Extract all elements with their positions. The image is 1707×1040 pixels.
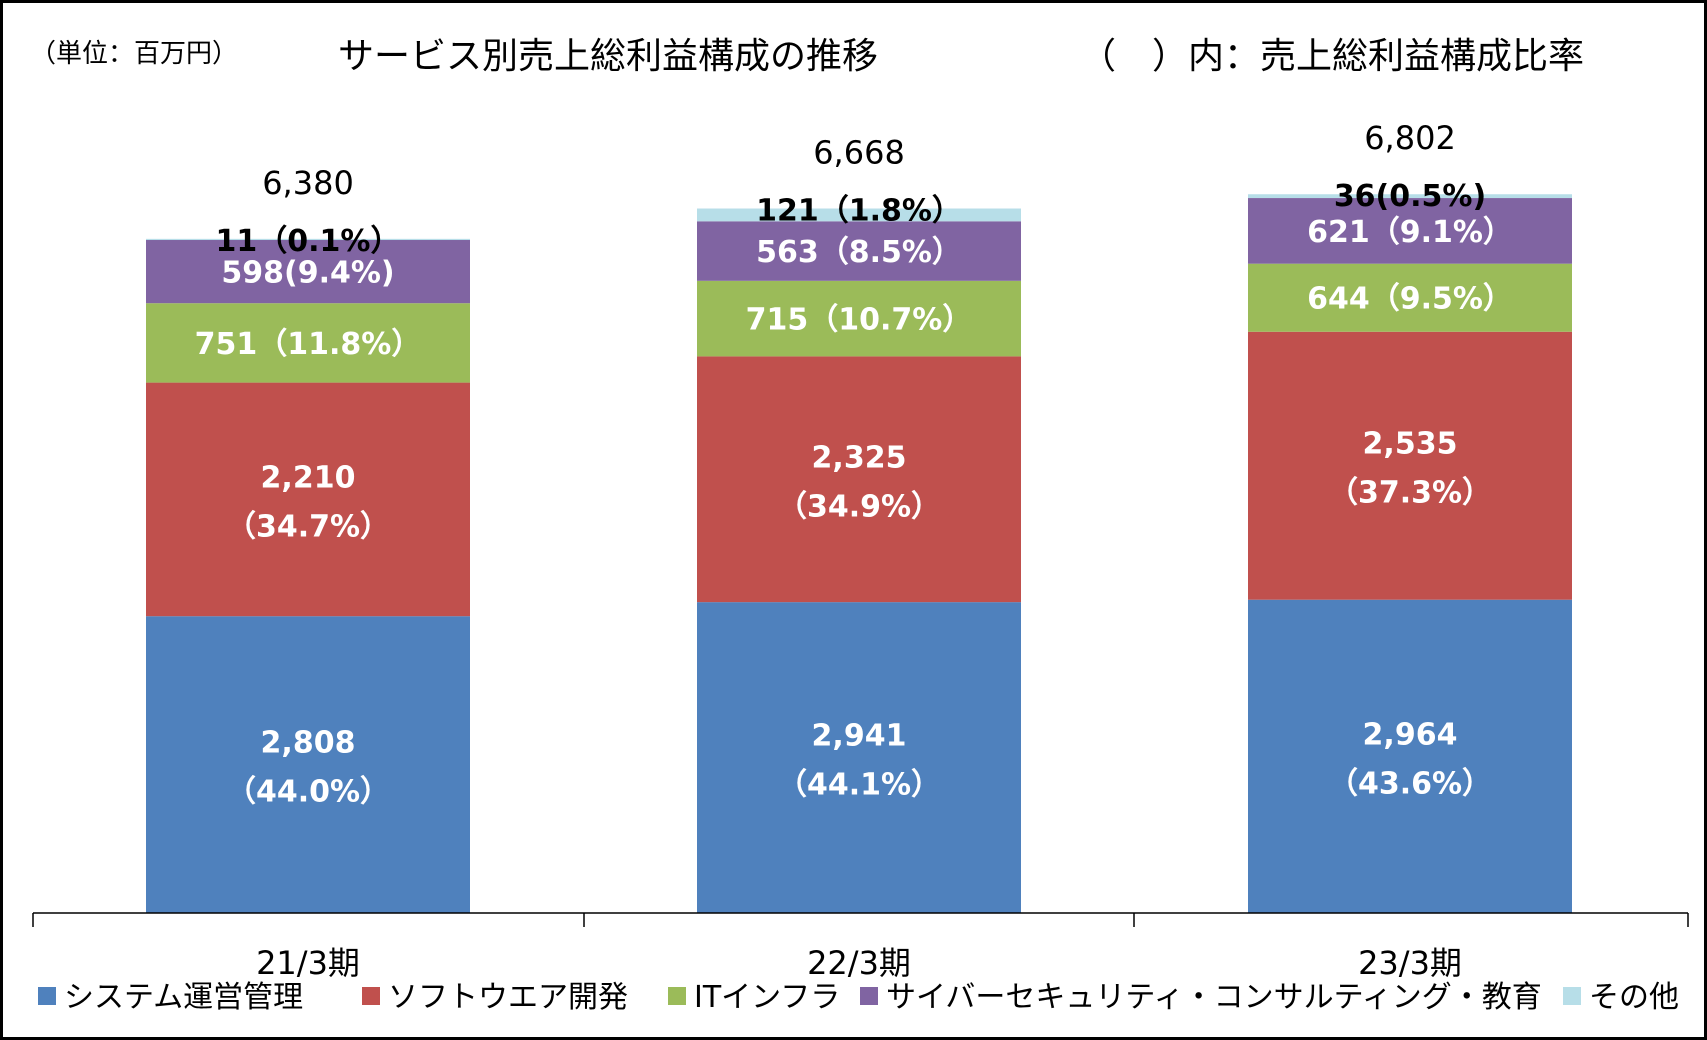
total-label-1: 6,668: [813, 134, 905, 172]
category-label-0: 21/3期: [256, 944, 360, 982]
value-label-infra-2: 644（9.5%）: [1307, 282, 1513, 317]
bar-infra-0: [146, 303, 470, 383]
value-label-software-1: 2,325: [812, 440, 907, 475]
bar-security-1: [697, 221, 1021, 281]
bar-other-1: [697, 208, 1021, 222]
legend-label-infra: ITインフラ: [694, 980, 840, 1015]
bar-system-1: [697, 602, 1021, 913]
legend-label-system: システム運営管理: [64, 980, 303, 1015]
legend-item-other: その他: [1563, 980, 1679, 1015]
bar-group-1: 2,941 （44.1%） 2,325 （34.9%） 715（10.7%） 563（8.…: [697, 134, 1021, 982]
value-label-other-2: 36(0.5%): [1334, 179, 1486, 214]
legend-label-security: サイバーセキュリティ・コンサルティング・教育: [886, 980, 1542, 1015]
bar-software-1: [697, 356, 1021, 603]
legend: システム運営管理 ソフトウエア開発 ITインフラ サイバーセキュリティ・コンサルティン…: [38, 980, 1679, 1015]
bar-other-0: [146, 238, 470, 241]
bar-security-2: [1248, 198, 1572, 264]
bar-group-2: 2,964 （43.6%） 2,535 （37.3%） 644（9.5%） 621（9.1…: [1248, 119, 1572, 982]
value-label-software-0: 2,210: [261, 460, 356, 495]
value-label-system-1: 2,941: [812, 719, 907, 754]
bar-software-2: [1248, 331, 1572, 600]
category-label-2: 23/3期: [1358, 944, 1462, 982]
total-label-2: 6,802: [1364, 119, 1456, 157]
chart-subtitle: （ ）内：売上総利益構成比率: [1080, 36, 1584, 77]
category-label-1: 22/3期: [807, 944, 911, 982]
legend-swatch-other: [1563, 987, 1581, 1005]
bar-security-0: [146, 240, 470, 304]
bar-group-0: 2,808 （44.0%） 2,210 （34.7%） 751（11.8%） 598(9.…: [146, 164, 470, 982]
legend-item-software: ソフトウエア開発: [362, 980, 628, 1015]
legend-swatch-security: [860, 987, 878, 1005]
legend-item-infra: ITインフラ: [668, 980, 840, 1015]
bar-system-0: [146, 616, 470, 913]
bar-infra-1: [697, 280, 1021, 357]
pct-label-system-1: （44.1%）: [777, 768, 941, 803]
value-label-system-0: 2,808: [261, 726, 356, 761]
legend-swatch-system: [38, 987, 56, 1005]
pct-label-software-1: （34.9%）: [777, 489, 941, 524]
value-label-infra-0: 751（11.8%）: [195, 327, 422, 362]
bar-system-2: [1248, 599, 1572, 913]
legend-swatch-infra: [668, 987, 686, 1005]
bar-other-2: [1248, 194, 1572, 199]
bar-software-0: [146, 382, 470, 617]
bar-infra-2: [1248, 263, 1572, 332]
value-label-system-2: 2,964: [1363, 717, 1458, 752]
unit-label: （単位：百万円）: [30, 39, 238, 69]
legend-swatch-software: [362, 987, 380, 1005]
value-label-software-2: 2,535: [1363, 427, 1458, 462]
pct-label-software-0: （34.7%）: [226, 509, 390, 544]
legend-label-software: ソフトウエア開発: [388, 980, 628, 1015]
pct-label-system-2: （43.6%）: [1328, 766, 1492, 801]
plot-area: 2,808 （44.0%） 2,210 （34.7%） 751（11.8%） 598(9.…: [32, 119, 1689, 982]
legend-item-security: サイバーセキュリティ・コンサルティング・教育: [860, 980, 1542, 1015]
value-label-security-1: 563（8.5%）: [756, 235, 962, 270]
value-label-other-1: 121（1.8%）: [756, 194, 962, 229]
value-label-security-2: 621（9.1%）: [1307, 215, 1513, 250]
chart-title: サービス別売上総利益構成の推移: [338, 36, 878, 77]
pct-label-system-0: （44.0%）: [226, 775, 390, 810]
value-label-infra-1: 715（10.7%）: [746, 303, 973, 338]
value-label-security-0: 598(9.4%): [221, 256, 394, 291]
pct-label-software-2: （37.3%）: [1328, 476, 1492, 511]
legend-label-other: その他: [1589, 980, 1679, 1015]
legend-item-system: システム運営管理: [38, 980, 303, 1015]
total-label-0: 6,380: [262, 164, 354, 202]
value-label-other-0: 11（0.1%）: [216, 224, 401, 259]
